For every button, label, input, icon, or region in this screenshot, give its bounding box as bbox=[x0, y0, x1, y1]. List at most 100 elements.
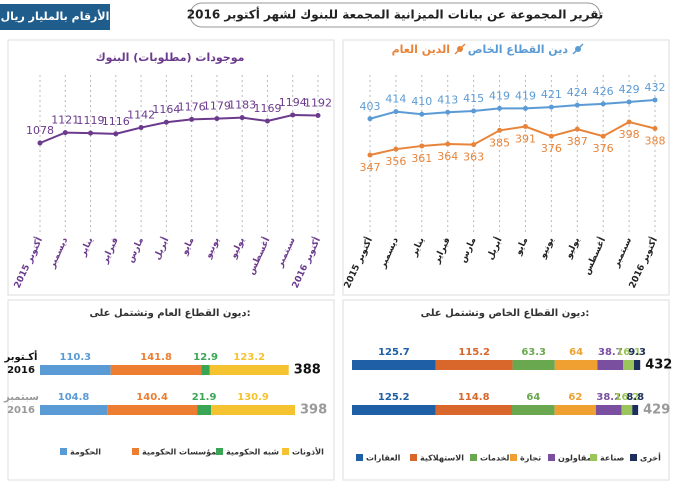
bar-segment bbox=[40, 365, 111, 375]
bar-segment bbox=[554, 405, 596, 415]
x-tick-label: فبراير bbox=[432, 236, 453, 266]
point bbox=[62, 130, 68, 136]
total-label: 388 bbox=[294, 363, 321, 378]
legend-label: دين القطاع الخاص bbox=[468, 43, 569, 56]
bar-segment bbox=[512, 360, 555, 370]
legend-label: صناعة bbox=[600, 454, 625, 463]
value-label: 16.2 bbox=[615, 392, 640, 403]
value-label: 64 bbox=[569, 347, 583, 358]
point bbox=[393, 109, 399, 115]
value-label: 426 bbox=[593, 85, 614, 98]
point bbox=[290, 112, 296, 118]
value-label: 388 bbox=[645, 134, 666, 147]
bar-segment bbox=[201, 365, 210, 375]
value-label: 410 bbox=[411, 95, 432, 108]
value-label: 8.8 bbox=[626, 392, 644, 403]
value-label: 414 bbox=[385, 93, 406, 106]
bar-segment bbox=[352, 360, 436, 370]
value-label: 21.9 bbox=[192, 392, 217, 403]
bar-segment bbox=[110, 365, 202, 375]
bar-segment bbox=[197, 405, 212, 415]
panel bbox=[342, 39, 670, 296]
total-label: 429 bbox=[643, 403, 670, 418]
value-label: 1176 bbox=[178, 100, 206, 113]
point bbox=[445, 141, 451, 147]
value-label: 104.8 bbox=[58, 392, 90, 403]
value-label: 376 bbox=[541, 142, 562, 155]
legend-label: العقارات bbox=[366, 454, 401, 463]
bar-segment bbox=[107, 405, 198, 415]
point bbox=[626, 119, 632, 125]
value-label: 403 bbox=[360, 100, 381, 113]
total-label: 398 bbox=[300, 403, 327, 418]
legend-swatch bbox=[548, 454, 555, 461]
value-label: 125.2 bbox=[378, 392, 410, 403]
legend-swatch bbox=[282, 448, 289, 455]
legend-label: الاستهلاكية bbox=[420, 454, 464, 463]
x-tick-label: مارس bbox=[458, 236, 478, 264]
value-label: 347 bbox=[360, 161, 381, 174]
bar-segment bbox=[40, 405, 108, 415]
point bbox=[239, 115, 245, 121]
point bbox=[37, 140, 43, 146]
unit-tag bbox=[0, 4, 110, 30]
value-label: 114.8 bbox=[458, 392, 490, 403]
value-label: 419 bbox=[489, 89, 510, 102]
point bbox=[522, 105, 528, 111]
x-tick-label: مايو bbox=[180, 236, 197, 257]
legend-label: تجارة bbox=[520, 454, 541, 463]
point bbox=[189, 116, 195, 122]
value-label: 387 bbox=[567, 135, 588, 148]
value-label: 140.4 bbox=[136, 392, 168, 403]
x-tick-label: أغسطس bbox=[580, 235, 608, 276]
row-label: أكـتوبر 2016 bbox=[4, 352, 38, 376]
legend-label: شبه الحكومية bbox=[226, 448, 279, 457]
point bbox=[497, 127, 503, 133]
value-label: 64 bbox=[526, 392, 540, 403]
x-tick-label: أكتوبر 2015 bbox=[11, 235, 45, 290]
value-label: 356 bbox=[385, 155, 406, 168]
bar-segment bbox=[211, 405, 295, 415]
x-tick-label: أكتوبر 2015 bbox=[341, 235, 375, 290]
point bbox=[548, 104, 554, 110]
series-line bbox=[369, 120, 656, 156]
point bbox=[522, 124, 528, 130]
point bbox=[471, 142, 477, 148]
legend-swatch bbox=[630, 454, 637, 461]
chart-title: ديون القطاع الخاص وتشتمل على: bbox=[421, 308, 590, 319]
bar-segment bbox=[597, 360, 624, 370]
x-tick-label: يناير bbox=[78, 236, 96, 259]
panel bbox=[342, 299, 670, 481]
value-label: 1169 bbox=[253, 102, 281, 115]
legend-marker bbox=[575, 46, 581, 52]
page-title: تقرير المجموعة عن بيانات الميزانية المجم… bbox=[187, 7, 603, 23]
value-label: 363 bbox=[463, 151, 484, 164]
bar-segment bbox=[596, 405, 622, 415]
legend-swatch bbox=[60, 448, 67, 455]
legend-label: الخدمات bbox=[480, 454, 512, 463]
x-tick-label: يونيو bbox=[203, 236, 222, 261]
legend-marker bbox=[457, 46, 463, 52]
x-tick-label: أغسطس bbox=[245, 235, 273, 276]
legend-swatch bbox=[132, 448, 139, 455]
value-label: 1119 bbox=[77, 114, 105, 127]
legend-swatch bbox=[590, 454, 597, 461]
value-label: 1121 bbox=[51, 114, 79, 127]
x-tick-label: مارس bbox=[126, 236, 146, 264]
bar-segment bbox=[435, 405, 512, 415]
x-tick-label: يونيو bbox=[538, 236, 557, 261]
point bbox=[626, 99, 632, 105]
legend-label: المؤسسات الحكومية bbox=[142, 448, 222, 457]
value-label: 421 bbox=[541, 88, 562, 101]
value-label: 391 bbox=[515, 133, 536, 146]
value-label: 141.8 bbox=[140, 352, 172, 363]
point bbox=[214, 116, 220, 122]
value-label: 1142 bbox=[127, 109, 155, 122]
value-label: 63.3 bbox=[521, 347, 546, 358]
x-tick-label: فبراير bbox=[100, 236, 121, 266]
point bbox=[548, 133, 554, 139]
panel bbox=[7, 299, 335, 481]
point bbox=[163, 119, 169, 125]
